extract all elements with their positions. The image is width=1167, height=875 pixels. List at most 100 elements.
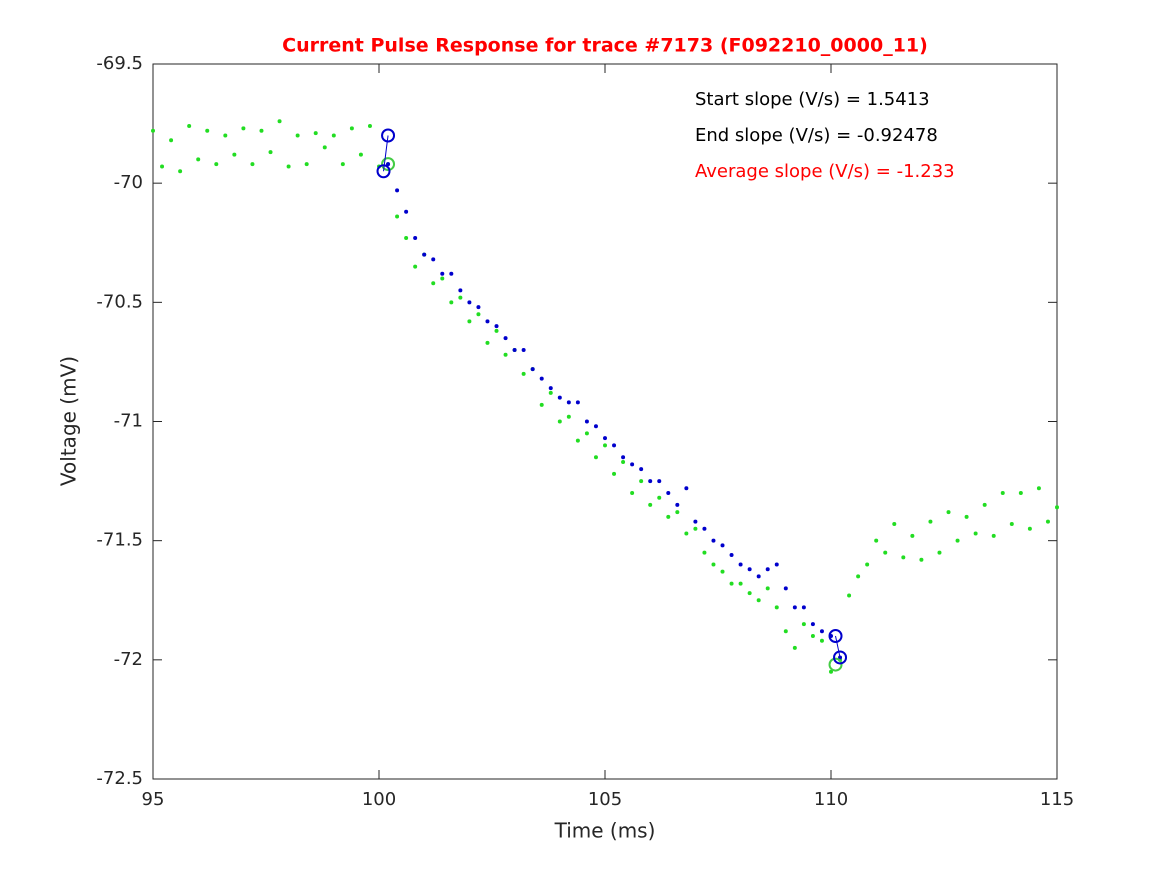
data-point — [476, 305, 481, 310]
data-point — [856, 574, 861, 579]
data-point — [295, 133, 300, 138]
data-point — [160, 164, 165, 169]
data-point — [630, 491, 635, 495]
data-point — [883, 550, 888, 555]
data-point — [639, 479, 644, 484]
data-point — [621, 455, 626, 460]
data-point — [675, 502, 680, 507]
data-point — [937, 550, 942, 555]
data-point — [1009, 521, 1014, 526]
data-point — [223, 133, 228, 138]
data-point — [449, 271, 454, 276]
data-point — [313, 131, 318, 136]
data-point — [693, 526, 698, 531]
data-point — [331, 133, 336, 138]
data-point — [521, 371, 526, 376]
x-tick-label: 110 — [814, 789, 848, 810]
data-point — [765, 586, 770, 591]
data-point — [955, 538, 960, 543]
data-point — [404, 209, 409, 214]
fit-marker — [833, 650, 848, 665]
data-point — [648, 502, 653, 507]
data-point — [494, 328, 499, 333]
data-point — [386, 162, 391, 167]
data-point — [232, 152, 237, 157]
data-point — [431, 257, 436, 262]
data-point — [792, 605, 797, 610]
data-point — [530, 367, 535, 372]
data-point — [964, 514, 969, 519]
chart-title: Current Pulse Response for trace #7173 (… — [282, 35, 928, 57]
data-point — [729, 581, 734, 586]
data-point — [548, 386, 553, 391]
data-point — [521, 348, 526, 352]
y-tick-label: -72.5 — [96, 768, 143, 789]
data-point — [539, 402, 544, 407]
data-point — [657, 479, 662, 484]
data-point — [702, 526, 707, 531]
data-point — [901, 555, 906, 560]
data-point — [946, 510, 951, 515]
data-point — [657, 495, 662, 500]
data-point — [196, 157, 201, 162]
y-tick-label: -71.5 — [96, 530, 143, 551]
marker — [381, 157, 396, 172]
data-point — [1036, 486, 1041, 491]
y-tick-label: -70.5 — [96, 291, 143, 312]
data-point — [340, 162, 345, 167]
x-tick-label: 115 — [1040, 789, 1074, 810]
x-tick-label: 100 — [362, 789, 396, 810]
data-point — [738, 581, 743, 586]
y-tick-label: -71 — [114, 411, 143, 432]
data-point — [810, 622, 815, 627]
data-point — [241, 126, 246, 131]
data-point — [304, 162, 309, 167]
data-point — [395, 214, 400, 219]
data-point — [783, 586, 788, 591]
fit-marker — [376, 164, 391, 179]
data-point — [783, 629, 788, 634]
annotation: End slope (V/s) = -0.92478 — [695, 125, 938, 146]
data-point — [747, 591, 752, 596]
data-point — [666, 491, 671, 495]
data-point — [648, 479, 653, 484]
data-point — [584, 431, 589, 436]
data-point — [621, 460, 626, 465]
data-point — [503, 352, 508, 357]
data-point — [512, 348, 517, 352]
data-point — [548, 390, 553, 395]
data-point — [575, 438, 580, 443]
data-point — [720, 569, 725, 574]
data-point — [829, 669, 833, 674]
data-point — [413, 235, 418, 240]
data-point — [584, 419, 589, 424]
data-point — [467, 300, 472, 305]
data-point — [476, 312, 481, 317]
data-point — [494, 324, 499, 329]
data-point — [720, 543, 725, 548]
data-point — [440, 276, 445, 281]
data-point — [467, 319, 472, 324]
data-point — [1027, 526, 1032, 531]
data-point — [593, 455, 598, 460]
data-point — [666, 514, 671, 519]
data-point — [603, 443, 607, 448]
data-point — [801, 605, 806, 610]
data-point — [1018, 491, 1023, 495]
y-tick-label: -70 — [114, 172, 143, 193]
data-point — [801, 622, 806, 627]
fit-line — [835, 635, 841, 658]
data-point — [928, 519, 933, 524]
data-point — [593, 424, 598, 429]
data-point — [566, 414, 571, 419]
data-point — [729, 552, 734, 557]
y-tick-label: -72 — [114, 649, 143, 670]
data-point — [847, 593, 852, 598]
data-point — [557, 395, 562, 400]
data-point — [1000, 491, 1005, 495]
y-axis-label: Voltage (mV) — [57, 356, 81, 486]
fit-marker — [828, 629, 843, 643]
data-point — [738, 562, 743, 567]
data-point — [575, 400, 580, 405]
data-point — [747, 567, 752, 572]
